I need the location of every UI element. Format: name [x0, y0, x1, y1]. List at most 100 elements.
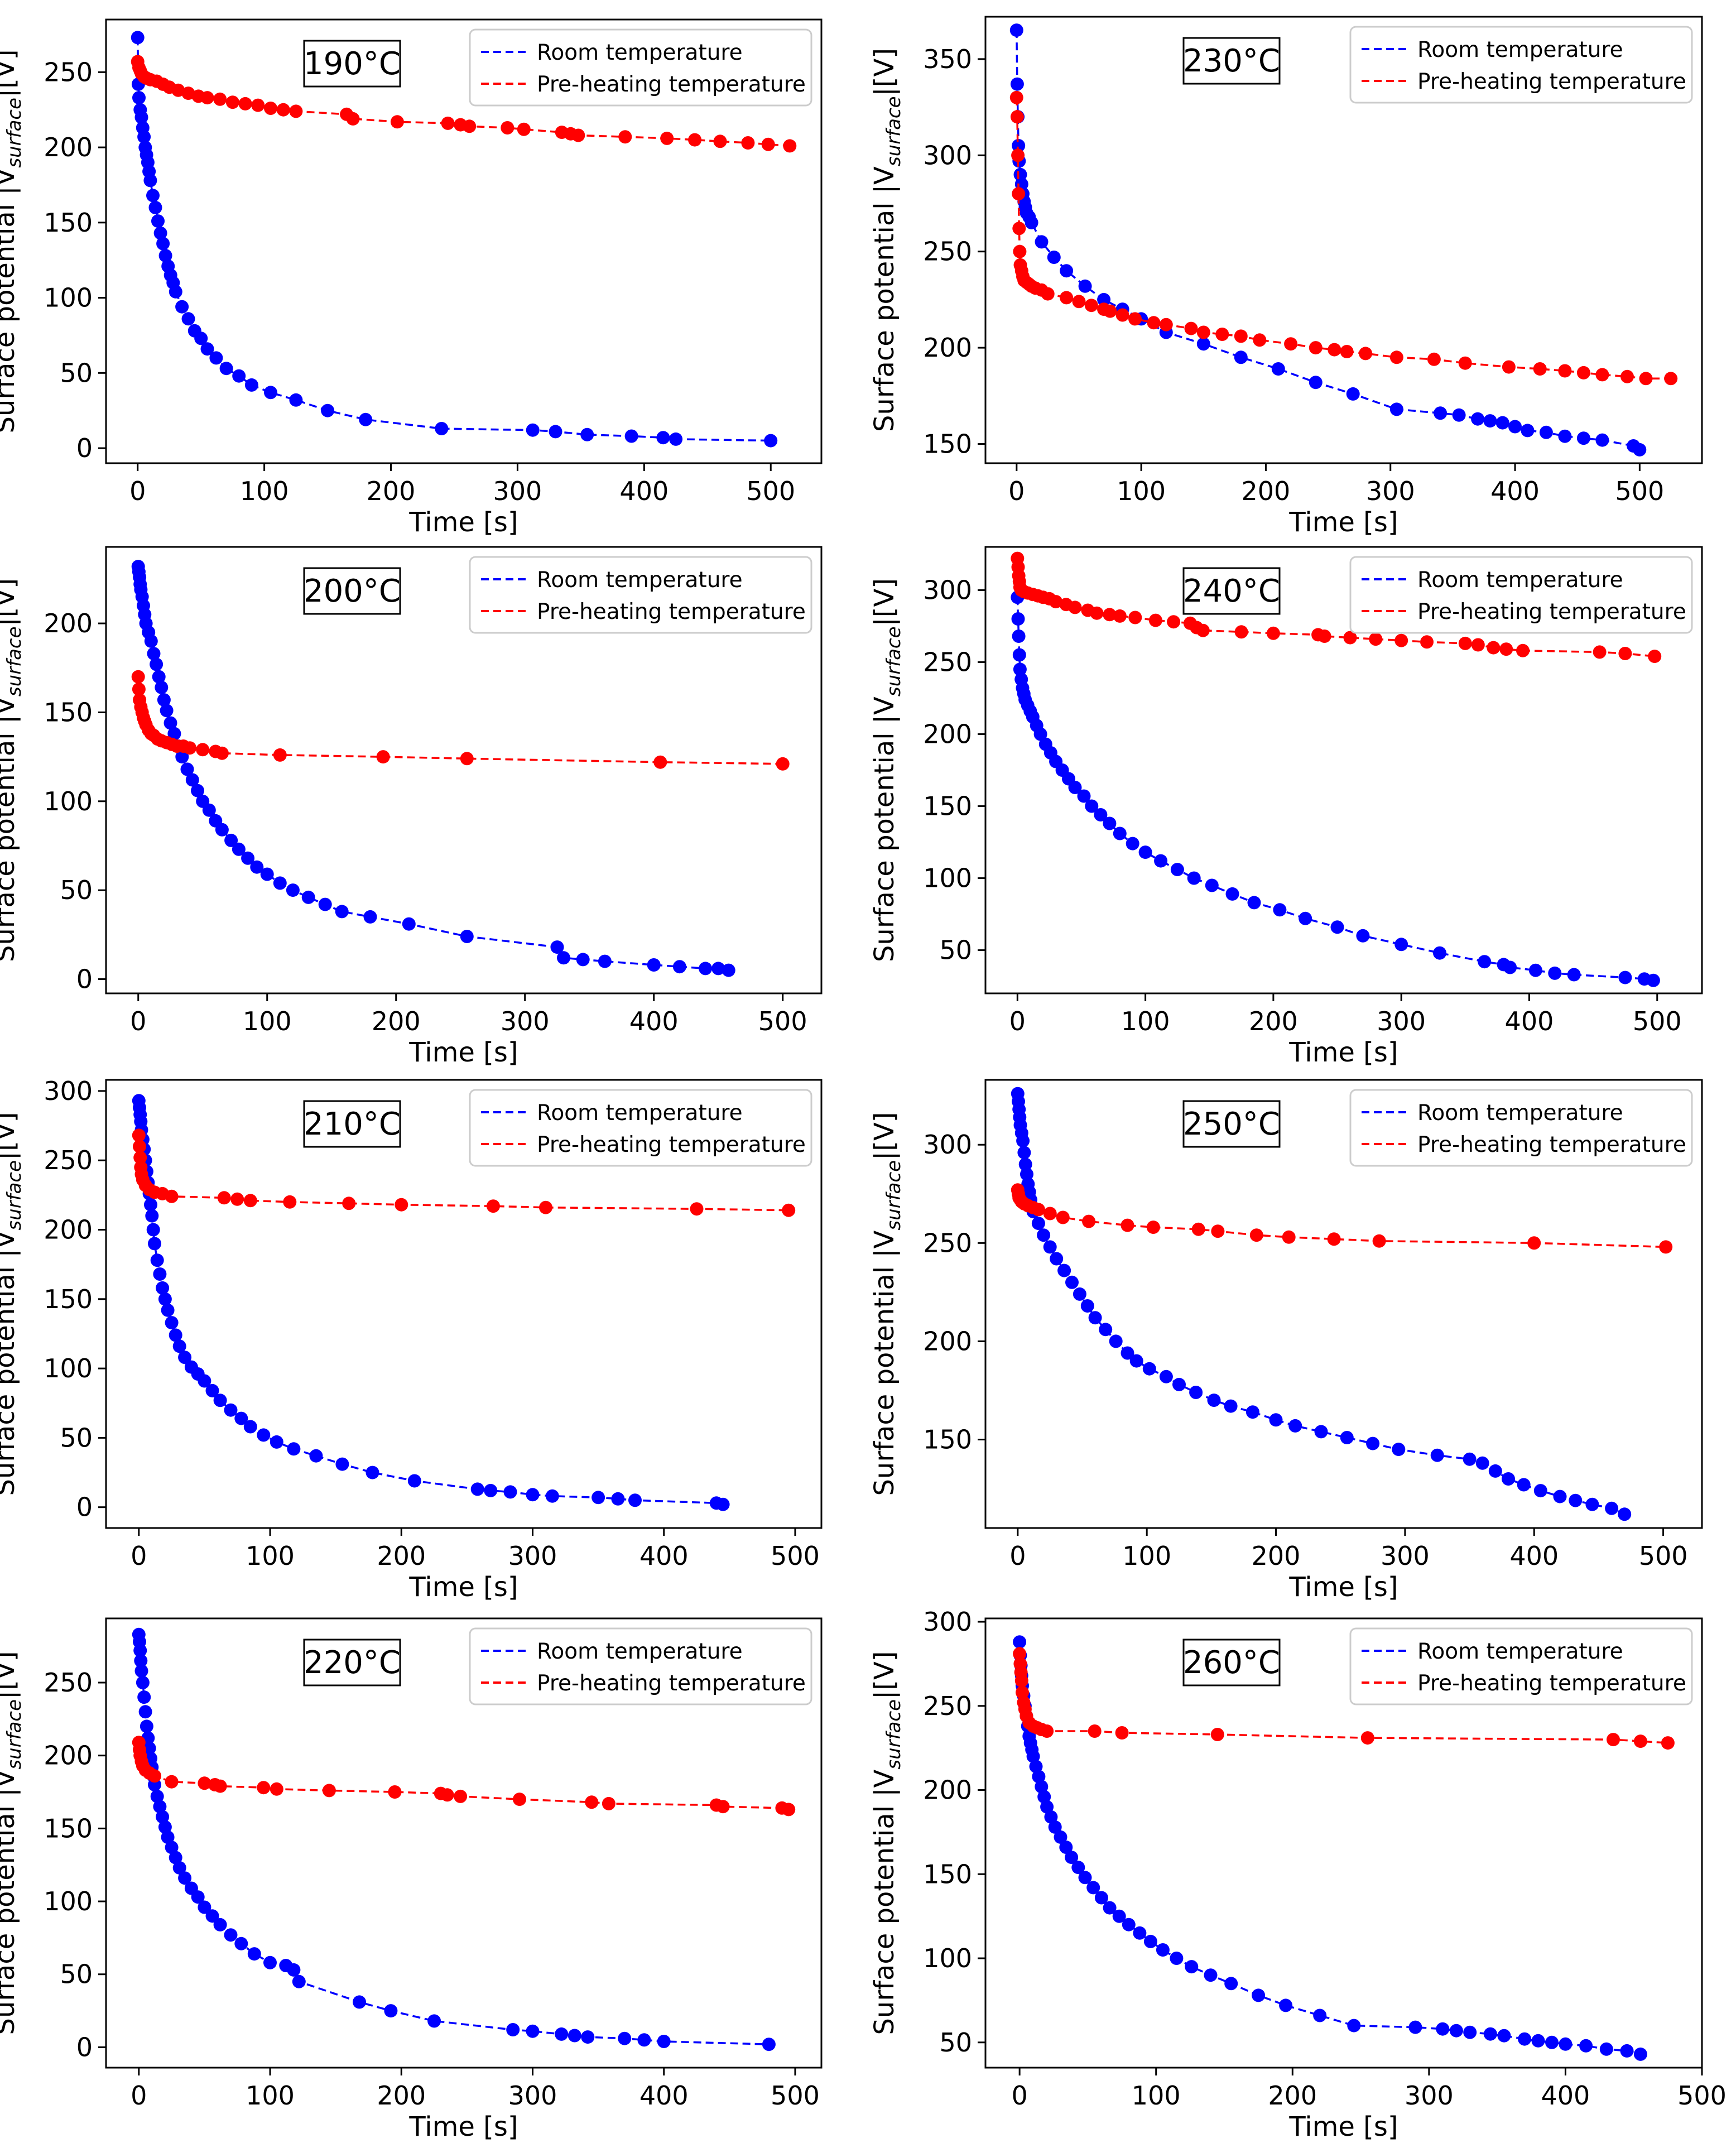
chart-7-legend	[1349, 1627, 1693, 1705]
chart-3-series-0-point	[1503, 960, 1517, 974]
chart-4-ylabel-main: Surface potential |V	[0, 1230, 21, 1496]
chart-5-ytick-label: 150	[923, 1425, 972, 1455]
chart-3-series-0-point	[1330, 920, 1344, 934]
chart-7-series-0-point	[1620, 2044, 1634, 2058]
chart-5-series-1-point	[1527, 1236, 1541, 1250]
chart-5-series-0-point	[1172, 1377, 1186, 1391]
chart-7-legend-label-0: Room temperature	[1417, 1639, 1623, 1664]
chart-5-series-0-point	[1224, 1399, 1238, 1413]
chart-7-ytick-label: 250	[923, 1691, 972, 1721]
chart-1-series-0-point	[1047, 251, 1061, 264]
chart-2-ytick-label: 50	[60, 875, 93, 905]
chart-5-legend	[1349, 1089, 1693, 1167]
chart-0-series-0-point	[194, 331, 208, 345]
chart-3-series-0-point	[1646, 973, 1660, 987]
chart-5-series-1-point	[1327, 1232, 1341, 1246]
chart-0-xtick-label: 300	[493, 476, 542, 506]
chart-7-series-0-point	[1040, 1800, 1054, 1814]
chart-7-series-0-point	[1122, 1918, 1136, 1931]
chart-0-series-1-point	[688, 133, 702, 147]
chart-5-series-0-point	[1088, 1311, 1102, 1325]
chart-0-ytick-label: 150	[44, 208, 93, 238]
chart-7-series-1-point	[1210, 1728, 1224, 1741]
chart-6-series-1-point	[270, 1782, 283, 1796]
chart-1-xtick-label: 500	[1615, 476, 1664, 506]
chart-1-series-0-point	[1271, 362, 1285, 376]
chart-1-series-1-point	[1103, 304, 1117, 318]
chart-0-series-0-point	[137, 130, 151, 144]
chart-5-series-0-point	[1533, 1484, 1547, 1498]
chart-5-legend-label-1: Pre-heating temperature	[1417, 1132, 1686, 1157]
chart-4-xtick-label: 400	[639, 1541, 689, 1571]
chart-2-series-0-point	[180, 762, 194, 776]
chart-5-series-1-point	[1211, 1224, 1225, 1238]
chart-3-series-0-point	[1033, 727, 1047, 741]
chart-4-ytick-label: 200	[44, 1214, 93, 1245]
chart-3-series-0-point	[1103, 816, 1117, 830]
chart-3-series-1-point	[1458, 636, 1472, 650]
chart-4-ylabel: Surface potential |Vsurface|[V]	[0, 1112, 26, 1496]
chart-2-xtick-label: 100	[243, 1006, 292, 1036]
chart-2-series-0-point	[185, 773, 199, 787]
chart-4-series-1-point	[395, 1198, 408, 1212]
chart-5-series-0-point	[1392, 1443, 1406, 1457]
chart-4-series-0-point	[198, 1374, 211, 1388]
chart-4-series-0-point	[545, 1489, 559, 1503]
chart-4-legend	[469, 1089, 812, 1167]
chart-0-series-0-point	[321, 403, 335, 417]
chart-4-series-1-point	[782, 1203, 796, 1217]
chart-3-series-1-point	[1648, 650, 1662, 664]
chart-5-series-0-point	[1605, 1501, 1619, 1515]
chart-6-annotation-box	[303, 1639, 401, 1686]
chart-6-xtick-label: 500	[771, 2080, 820, 2111]
chart-4-series-0-point	[161, 1303, 175, 1317]
chart-4-series-0-point	[309, 1449, 323, 1463]
chart-4-series-0-point	[407, 1474, 421, 1488]
chart-6-series-0-point	[205, 1909, 219, 1923]
chart-6-series-1-point	[198, 1776, 211, 1790]
chart-3-series-0-point	[1187, 871, 1201, 885]
chart-2-series-0-point	[260, 867, 274, 881]
chart-3-ytick-label: 100	[923, 863, 972, 893]
chart-7-series-0-point	[1599, 2042, 1613, 2056]
chart-4-xlabel: Time [s]	[408, 1572, 518, 1603]
chart-6-xlabel: Time [s]	[408, 2111, 518, 2142]
chart-7-ytick-label: 200	[923, 1775, 972, 1805]
chart-1-ytick-label: 350	[923, 44, 972, 74]
chart-7-series-0-point	[1037, 1790, 1051, 1804]
chart-7-ylabel-sub: surface	[883, 1699, 905, 1770]
chart-6-series-1-point	[213, 1779, 227, 1793]
chart-4-series-0-point	[611, 1492, 625, 1506]
chart-2-series-1-point	[376, 750, 390, 764]
chart-5-series-0-point	[1618, 1507, 1632, 1521]
chart-3-series-1-point	[1618, 647, 1632, 660]
chart-0-series-0-point	[181, 312, 195, 326]
chart-5-series-0-point	[1065, 1275, 1079, 1289]
chart-2-ytick-label: 100	[44, 786, 93, 816]
chart-1-series-1-point	[1328, 343, 1341, 357]
chart-0-series-1-point	[346, 112, 360, 126]
chart-5-series-0-point	[1037, 1228, 1051, 1242]
chart-7-series-0-point	[1204, 1968, 1218, 1982]
chart-6-xtick-label: 0	[131, 2080, 147, 2111]
chart-0-series-0-point	[359, 412, 373, 426]
chart-2-series-0-point	[163, 716, 177, 730]
chart-1-series-1-point	[1359, 347, 1373, 361]
chart-6-series-1-point	[585, 1795, 599, 1809]
chart-0-series-0-point	[146, 189, 160, 203]
chart-0-legend-label-1: Pre-heating temperature	[537, 72, 806, 97]
chart-6-ylabel-sub: surface	[3, 1699, 26, 1770]
chart-1-series-1-point	[1340, 345, 1354, 358]
chart-0-series-1-point	[181, 87, 195, 100]
chart-2-series-0-point	[250, 860, 264, 874]
chart-6-series-0-point	[568, 2029, 581, 2043]
chart-2-xtick-label: 200	[372, 1006, 421, 1036]
chart-7-series-0-point	[1559, 2037, 1573, 2051]
chart-0-xtick-label: 100	[240, 476, 289, 506]
chart-2-ytick-label: 150	[44, 697, 93, 727]
chart-7-series-0-point	[1071, 1861, 1085, 1875]
chart-1-series-0-point	[1035, 235, 1049, 249]
chart-0-series-0-point	[526, 423, 540, 437]
chart-5-ylabel-main: Surface potential |V	[869, 1230, 900, 1496]
chart-7-ylabel-main: Surface potential |V	[869, 1769, 900, 2035]
